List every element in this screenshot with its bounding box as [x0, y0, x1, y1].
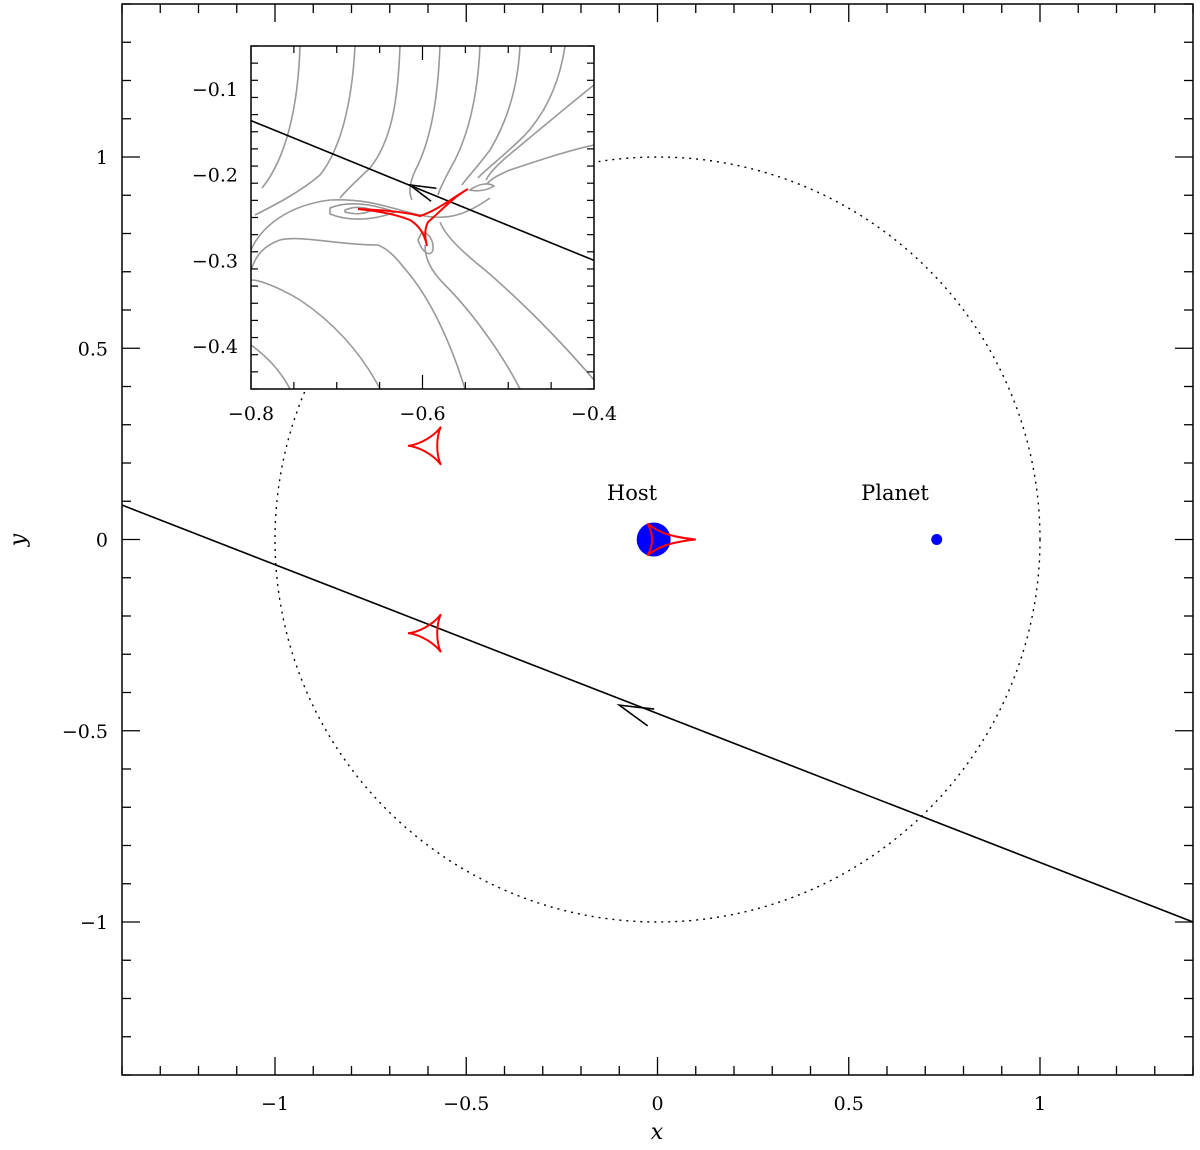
x-axis-label: x	[651, 1120, 664, 1145]
y-tick-label: 1	[96, 147, 108, 169]
inset-axis-ticks	[250, 45, 595, 390]
magnification-contour	[424, 244, 521, 389]
magnification-contour	[251, 279, 381, 389]
inset-source-trajectory	[251, 119, 594, 262]
host-label: Host	[607, 481, 658, 505]
main-plot-area	[122, 156, 1193, 923]
x-tick-label: 1	[1034, 1093, 1046, 1115]
einstein-ring	[274, 156, 1041, 923]
inset-x-tick-label: −0.6	[399, 403, 445, 425]
magnification-contour	[461, 46, 521, 186]
magnification-contour	[485, 84, 594, 181]
magnification-contour	[409, 46, 441, 201]
magnification-contour	[439, 221, 594, 381]
planetary-caustic-upper	[407, 426, 442, 466]
inset-plot-area	[251, 46, 594, 389]
y-tick-label: −0.5	[62, 721, 108, 743]
inset-caustic	[357, 188, 469, 247]
x-tick-label: 0.5	[834, 1093, 864, 1115]
inset-trajectory-arrow	[406, 183, 437, 202]
magnification-contour	[261, 46, 301, 189]
inset-x-tick-label: −0.8	[228, 403, 274, 425]
magnification-contour	[339, 46, 401, 199]
inset-background	[251, 46, 594, 389]
y-tick-label: 0.5	[78, 338, 108, 360]
inset-plot: −0.8 −0.6 −0.4 −0.1 −0.2 −0.3 −0.4	[192, 45, 617, 425]
magnification-contour	[254, 46, 356, 216]
inset-y-tick-label: −0.1	[192, 79, 238, 101]
source-trajectory	[122, 504, 1193, 923]
y-axis-label: y	[6, 533, 31, 547]
x-tick-label: 0	[651, 1093, 663, 1115]
inset-x-tick-label: −0.4	[571, 403, 617, 425]
x-tick-label: −1	[261, 1093, 289, 1115]
central-caustic	[646, 522, 696, 557]
planet-marker	[931, 534, 943, 545]
planet-label: Planet	[861, 481, 929, 505]
magnification-contour	[251, 237, 466, 389]
planetary-caustic-lower	[407, 613, 442, 653]
trajectory-arrow	[616, 703, 655, 727]
main-axis-ticks	[121, 3, 1194, 1076]
inset-y-tick-label: −0.3	[192, 250, 238, 272]
host-star-marker	[636, 522, 671, 557]
y-tick-label: −1	[80, 912, 108, 934]
magnification-contour	[251, 344, 291, 389]
magnification-contour	[437, 46, 481, 196]
magnification-contour	[468, 183, 496, 192]
inset-y-tick-label: −0.2	[192, 165, 238, 187]
magnification-contour	[486, 144, 594, 185]
inset-y-tick-label: −0.4	[192, 336, 238, 358]
y-tick-label: 0	[96, 530, 108, 552]
inset-axis-tick-labels: −0.8 −0.6 −0.4 −0.1 −0.2 −0.3 −0.4	[192, 79, 617, 425]
x-tick-label: −0.5	[443, 1093, 489, 1115]
magnification-contour	[477, 46, 566, 179]
magnification-contour	[251, 197, 491, 251]
main-axis-tick-labels: −1 −0.5 0 0.5 1 −1 −0.5 0 0.5 1	[62, 147, 1046, 1115]
